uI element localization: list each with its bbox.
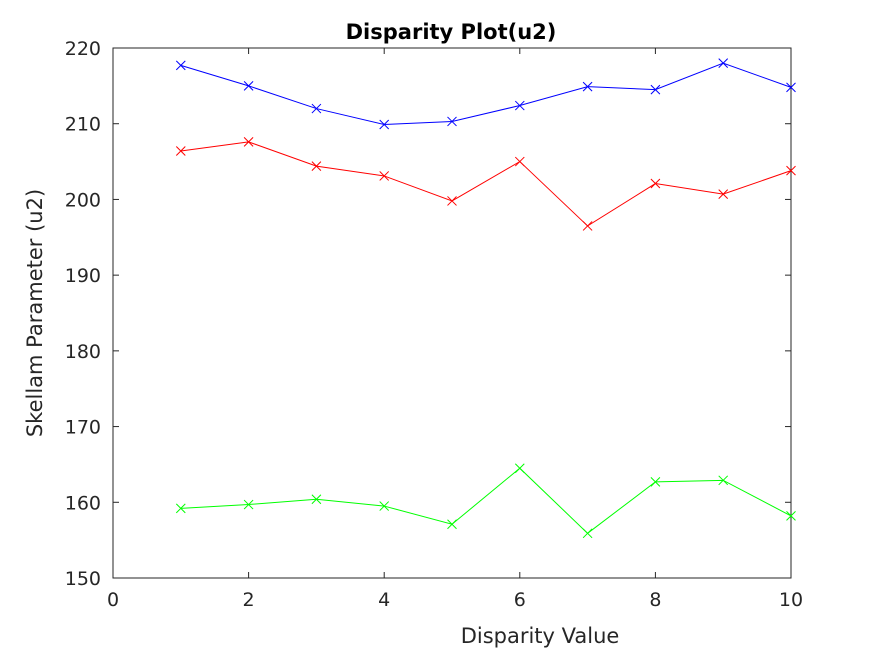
data-point-blue <box>175 60 186 71</box>
y-tick-label: 220 <box>65 38 101 60</box>
data-point-green <box>650 476 661 487</box>
data-point-green <box>718 475 729 486</box>
x-tick-label: 0 <box>107 589 119 611</box>
data-point-blue <box>243 81 254 91</box>
y-tick-label: 190 <box>65 265 101 287</box>
x-tick-label: 4 <box>378 589 390 611</box>
y-tick-label: 180 <box>65 341 101 363</box>
y-tick-label: 210 <box>65 114 101 136</box>
y-tick-label: 170 <box>65 417 101 439</box>
data-point-blue <box>650 84 661 95</box>
x-axis-label: Disparity Value <box>461 624 620 648</box>
data-point-red <box>379 171 390 181</box>
data-point-blue <box>447 116 457 127</box>
data-point-green <box>514 463 525 474</box>
plot-area <box>112 47 792 579</box>
data-point-blue <box>379 119 390 130</box>
data-point-red <box>514 156 525 167</box>
data-point-green <box>175 503 186 514</box>
data-point-blue <box>786 82 796 93</box>
data-point-red <box>447 196 457 206</box>
data-point-green <box>379 501 390 511</box>
x-tick-label: 6 <box>514 589 526 611</box>
data-point-red <box>786 165 796 176</box>
data-point-green <box>311 494 322 505</box>
data-point-blue <box>718 58 729 68</box>
data-point-red <box>311 161 322 171</box>
data-point-red <box>718 189 729 199</box>
y-tick-label: 160 <box>65 492 101 514</box>
data-point-blue <box>514 100 525 111</box>
y-tick-label: 200 <box>65 189 101 211</box>
chart-title: Disparity Plot(u2) <box>346 20 557 44</box>
data-point-red <box>243 137 254 147</box>
data-point-green <box>243 499 254 510</box>
series-line-green <box>180 467 792 534</box>
x-tick-label: 2 <box>243 589 255 611</box>
data-point-green <box>447 519 457 530</box>
data-point-blue <box>311 103 322 114</box>
y-axis-label: Skellam Parameter (u2) <box>23 189 47 437</box>
x-tick-label: 10 <box>779 589 803 611</box>
data-point-red <box>650 178 661 189</box>
data-point-red <box>175 146 186 156</box>
data-point-green <box>582 528 593 539</box>
series-line-blue <box>180 62 792 125</box>
y-tick-label: 150 <box>65 568 101 590</box>
data-point-blue <box>582 81 593 92</box>
data-point-red <box>582 221 593 231</box>
data-point-green <box>786 511 796 521</box>
x-tick-label: 8 <box>649 589 661 611</box>
series-line-red <box>180 141 792 227</box>
